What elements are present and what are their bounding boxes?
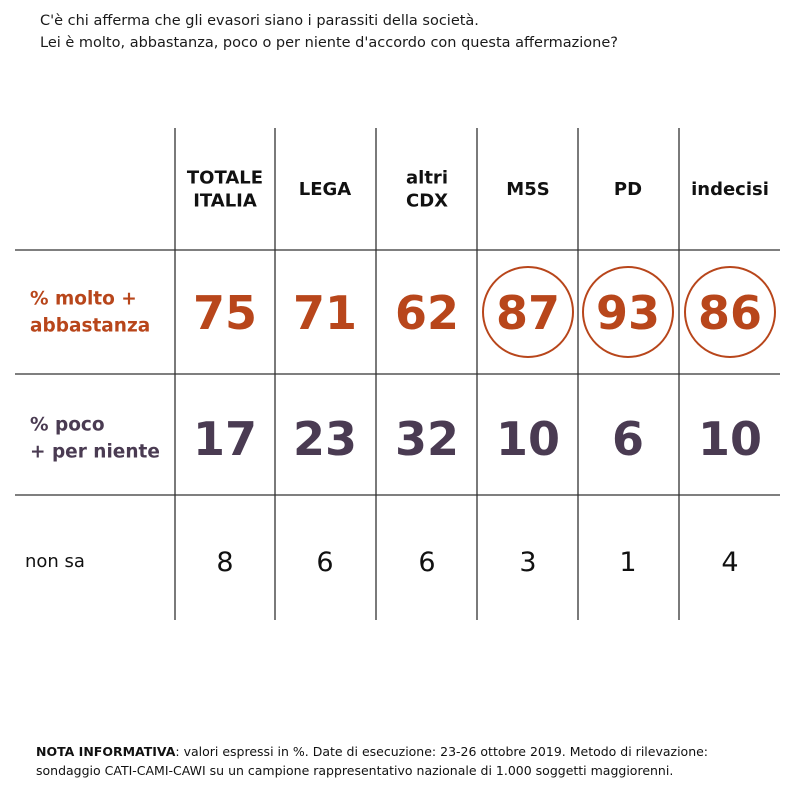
cell-value: 32: [395, 412, 459, 466]
row-label: non sa: [25, 551, 85, 572]
row-label: % poco + per niente: [30, 415, 160, 463]
cell-value: 1: [619, 547, 636, 578]
note-label: NOTA INFORMATIVA: [36, 744, 176, 759]
cell-value: 6: [418, 547, 435, 578]
cell-value: 17: [193, 412, 257, 466]
column-header: M5S: [506, 179, 549, 200]
cell-value: 86: [698, 286, 762, 340]
cell-value: 23: [293, 412, 357, 466]
cell-value: 6: [612, 412, 644, 466]
question-line-1: C'è chi afferma che gli evasori siano i …: [40, 13, 479, 29]
row-label: % molto + abbastanza: [30, 289, 150, 337]
methodology-note: NOTA INFORMATIVA: valori espressi in %. …: [36, 742, 776, 780]
column-header: altri CDX: [406, 168, 448, 212]
cell-value: 4: [721, 547, 738, 578]
question-text: C'è chi afferma che gli evasori siano i …: [40, 10, 618, 54]
column-header: indecisi: [691, 179, 769, 200]
cell-value: 62: [395, 286, 459, 340]
column-header: PD: [614, 179, 642, 200]
question-line-2: Lei è molto, abbastanza, poco o per nien…: [40, 35, 618, 51]
note-text: : valori espressi in %. Date di esecuzio…: [36, 744, 709, 778]
cell-value: 8: [216, 547, 233, 578]
cell-value: 10: [496, 412, 560, 466]
cell-value: 10: [698, 412, 762, 466]
column-header: TOTALE ITALIA: [187, 168, 263, 212]
cell-value: 87: [496, 286, 560, 340]
highlight-circle: [684, 266, 776, 358]
cell-value: 93: [596, 286, 660, 340]
cell-value: 3: [519, 547, 536, 578]
highlight-circle: [482, 266, 574, 358]
cell-value: 6: [316, 547, 333, 578]
cell-value: 71: [293, 286, 357, 340]
highlight-circle: [582, 266, 674, 358]
cell-value: 75: [193, 286, 257, 340]
column-header: LEGA: [299, 179, 352, 200]
